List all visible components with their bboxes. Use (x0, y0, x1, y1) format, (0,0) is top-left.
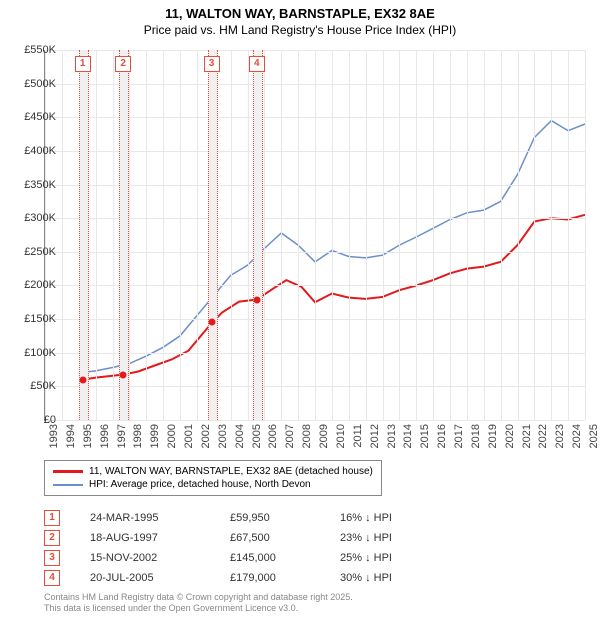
marker-band (253, 50, 263, 420)
legend-item-price: 11, WALTON WAY, BARNSTAPLE, EX32 8AE (de… (53, 465, 373, 478)
transactions-table: 1 24-MAR-1995£59,95016% ↓ HPI 2 18-AUG-1997… (44, 508, 460, 588)
plot-area: 1 2 3 4 (44, 50, 585, 421)
tx-date: 18-AUG-1997 (90, 532, 230, 544)
legend: 11, WALTON WAY, BARNSTAPLE, EX32 8AE (de… (44, 460, 382, 496)
footer-attribution: Contains HM Land Registry data © Crown c… (44, 592, 353, 614)
x-axis-label: 2009 (318, 424, 330, 454)
x-axis-label: 2019 (487, 424, 499, 454)
x-axis-label: 2013 (386, 424, 398, 454)
legend-swatch-hpi (53, 484, 83, 486)
x-axis-label: 2021 (521, 424, 533, 454)
chart-title: 11, WALTON WAY, BARNSTAPLE, EX32 8AE (0, 0, 600, 23)
x-axis-label: 2010 (335, 424, 347, 454)
x-axis-label: 1996 (99, 424, 111, 454)
footer-line1: Contains HM Land Registry data © Crown c… (44, 592, 353, 603)
tx-diff: 25% ↓ HPI (340, 552, 460, 564)
x-axis-label: 2004 (234, 424, 246, 454)
x-axis-label: 2016 (436, 424, 448, 454)
marker-band (119, 50, 129, 420)
tx-price: £59,950 (230, 512, 340, 524)
y-axis-label: £50K (6, 380, 56, 392)
y-axis-label: £300K (6, 212, 56, 224)
x-axis-label: 1998 (132, 424, 144, 454)
x-axis-label: 1995 (82, 424, 94, 454)
transaction-dot (253, 296, 260, 303)
transaction-dot (79, 376, 86, 383)
y-axis-label: £450K (6, 111, 56, 123)
tx-flag: 1 (44, 510, 60, 526)
x-axis-label: 2006 (267, 424, 279, 454)
tx-date: 24-MAR-1995 (90, 512, 230, 524)
transaction-row: 4 20-JUL-2005£179,00030% ↓ HPI (44, 568, 460, 588)
tx-diff: 23% ↓ HPI (340, 532, 460, 544)
series-line-price_paid (82, 215, 585, 380)
x-axis-label: 2003 (217, 424, 229, 454)
tx-price: £179,000 (230, 572, 340, 584)
x-axis-label: 2024 (571, 424, 583, 454)
tx-date: 20-JUL-2005 (90, 572, 230, 584)
x-axis-label: 2018 (470, 424, 482, 454)
x-axis-label: 2007 (284, 424, 296, 454)
x-axis-label: 2011 (352, 424, 364, 454)
transaction-dot (120, 371, 127, 378)
tx-date: 15-NOV-2002 (90, 552, 230, 564)
transaction-row: 3 15-NOV-2002£145,00025% ↓ HPI (44, 548, 460, 568)
marker-flag: 1 (75, 56, 91, 72)
tx-diff: 30% ↓ HPI (340, 572, 460, 584)
legend-swatch-price (53, 470, 83, 473)
x-axis-label: 1994 (65, 424, 77, 454)
x-axis-label: 2020 (504, 424, 516, 454)
marker-band (79, 50, 89, 420)
x-axis-label: 2005 (251, 424, 263, 454)
y-axis-label: £500K (6, 78, 56, 90)
x-axis-label: 2015 (419, 424, 431, 454)
y-axis-label: £250K (6, 246, 56, 258)
marker-flag: 4 (249, 56, 265, 72)
x-axis-label: 1997 (116, 424, 128, 454)
x-axis-label: 1999 (149, 424, 161, 454)
y-axis-label: £150K (6, 313, 56, 325)
transaction-row: 1 24-MAR-1995£59,95016% ↓ HPI (44, 508, 460, 528)
y-axis-label: £550K (6, 44, 56, 56)
x-axis-label: 2001 (183, 424, 195, 454)
y-axis-label: £200K (6, 279, 56, 291)
tx-flag: 2 (44, 530, 60, 546)
chart-container: 11, WALTON WAY, BARNSTAPLE, EX32 8AE Pri… (0, 0, 600, 620)
legend-item-hpi: HPI: Average price, detached house, Nort… (53, 478, 373, 491)
x-axis-label: 2022 (537, 424, 549, 454)
legend-label-price: 11, WALTON WAY, BARNSTAPLE, EX32 8AE (de… (89, 466, 373, 477)
y-axis-label: £350K (6, 179, 56, 191)
legend-label-hpi: HPI: Average price, detached house, Nort… (89, 479, 311, 490)
transaction-dot (208, 319, 215, 326)
tx-flag: 3 (44, 550, 60, 566)
x-axis-label: 2008 (301, 424, 313, 454)
marker-band (208, 50, 218, 420)
tx-diff: 16% ↓ HPI (340, 512, 460, 524)
y-axis-label: £400K (6, 145, 56, 157)
x-axis-label: 2017 (453, 424, 465, 454)
footer-line2: This data is licensed under the Open Gov… (44, 603, 353, 614)
tx-price: £145,000 (230, 552, 340, 564)
marker-flag: 3 (204, 56, 220, 72)
tx-flag: 4 (44, 570, 60, 586)
x-axis-label: 2000 (166, 424, 178, 454)
y-axis-label: £100K (6, 347, 56, 359)
x-axis-label: 2012 (369, 424, 381, 454)
x-axis-label: 1993 (48, 424, 60, 454)
marker-flag: 2 (115, 56, 131, 72)
x-axis-label: 2023 (554, 424, 566, 454)
transaction-row: 2 18-AUG-1997£67,50023% ↓ HPI (44, 528, 460, 548)
tx-price: £67,500 (230, 532, 340, 544)
x-axis-label: 2025 (588, 424, 600, 454)
x-axis-label: 2002 (200, 424, 212, 454)
chart-subtitle: Price paid vs. HM Land Registry's House … (0, 23, 600, 41)
x-axis-label: 2014 (402, 424, 414, 454)
